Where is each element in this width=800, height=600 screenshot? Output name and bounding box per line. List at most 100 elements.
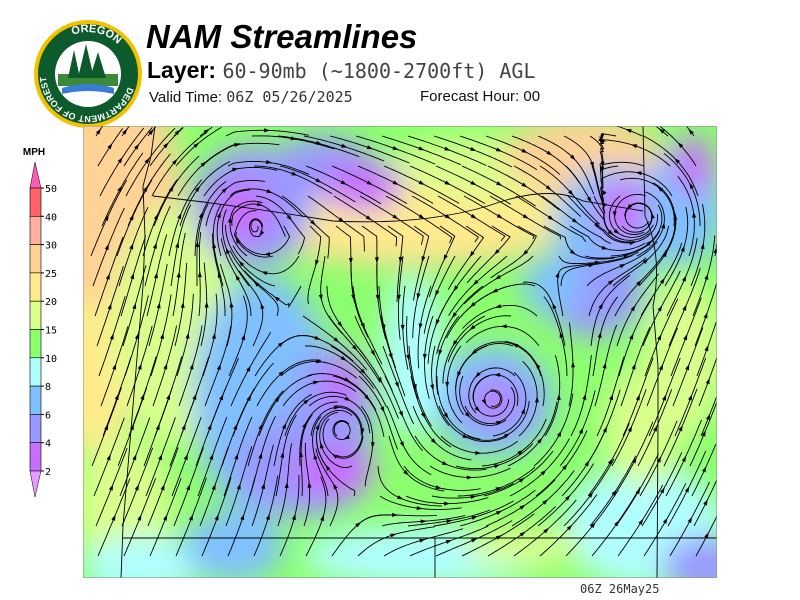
streamline-arrow — [319, 442, 324, 449]
streamline-arrow — [253, 281, 260, 287]
streamline-arrow — [535, 362, 541, 369]
streamline-arrow — [562, 463, 568, 470]
streamline-arrow — [457, 371, 462, 378]
legend-tick-label: 10 — [45, 354, 57, 365]
streamline-arrow — [601, 245, 608, 250]
streamline-arrow — [180, 301, 185, 309]
valid-time: Valid Time: 06Z 05/26/2025 — [149, 88, 353, 106]
streamline-arrow — [556, 430, 562, 437]
wind-speed-region — [663, 536, 717, 578]
streamline-arrow — [658, 128, 665, 134]
streamlines — [90, 126, 717, 557]
wind-speed-region — [293, 446, 373, 496]
streamline-arrow — [264, 252, 271, 257]
streamline-arrow — [211, 483, 216, 491]
streamline-arrow — [680, 245, 685, 252]
streamline-arrow — [130, 272, 135, 280]
streamline-arrow — [332, 483, 338, 490]
streamline-arrow — [660, 487, 665, 494]
streamline-arrow — [495, 420, 503, 425]
streamline-arrow — [597, 331, 602, 339]
streamline-arrow — [662, 394, 667, 401]
streamline-arrow — [430, 384, 435, 391]
streamline-arrow — [137, 514, 142, 521]
streamline-arrow — [629, 333, 634, 340]
streamline-arrow — [613, 228, 620, 234]
legend-tick-label: 50 — [45, 184, 57, 195]
streamline-arrow — [263, 128, 271, 133]
streamline-arrow — [444, 501, 451, 506]
streamline-arrow — [194, 186, 201, 193]
streamline-arrow — [299, 451, 304, 458]
streamline-arrow — [445, 540, 453, 544]
streamline-arrow — [569, 249, 576, 255]
streamline-arrow — [380, 406, 385, 413]
streamline-arrow — [396, 294, 401, 301]
legend-tick-label: 20 — [45, 297, 57, 308]
streamline-arrow — [687, 516, 693, 524]
streamline-arrow — [117, 157, 123, 164]
streamline-arrow — [547, 215, 554, 221]
streamline-arrow — [234, 453, 239, 460]
legend-tick-label: 25 — [45, 269, 57, 280]
legend-swatch — [29, 385, 42, 415]
streamline-arrow — [619, 263, 626, 269]
streamline-arrow — [211, 332, 216, 339]
streamline-arrow — [683, 334, 688, 341]
streamline-arrow — [134, 484, 139, 491]
page-title: NAM Streamlines — [146, 18, 418, 55]
legend-tick-label: 30 — [45, 241, 57, 252]
streamline-arrow — [155, 423, 160, 431]
streamline-arrow — [629, 241, 636, 246]
wind-speed-region — [83, 536, 203, 578]
streamline-arrow — [193, 142, 200, 149]
streamline-arrow — [470, 180, 477, 186]
streamline-arrow — [315, 178, 322, 183]
legend-tick-label: 2 — [45, 467, 51, 478]
streamline-arrow — [360, 428, 365, 435]
streamline-arrow — [95, 128, 101, 135]
streamline-arrow — [388, 353, 393, 360]
streamline-arrow — [160, 484, 165, 491]
streamline-arrow — [412, 384, 417, 391]
streamline-arrow — [291, 171, 298, 176]
streamline-arrow — [545, 185, 552, 191]
streamline-arrow — [144, 157, 150, 164]
streamline-arrow — [238, 260, 245, 267]
streamline-arrow — [469, 324, 476, 331]
streamline-arrow — [632, 457, 637, 464]
streamline-arrow — [313, 380, 320, 385]
streamline-arrow — [519, 504, 526, 510]
streamline-arrow — [590, 522, 596, 529]
streamline-arrow — [600, 161, 605, 168]
streamline-arrow — [589, 161, 594, 168]
streamline-arrow — [134, 333, 139, 340]
streamline-arrow — [416, 506, 423, 511]
wind-speed-region — [673, 136, 713, 196]
streamline-arrow — [422, 353, 427, 361]
streamline-arrow — [435, 485, 442, 490]
streamline-arrow — [543, 527, 550, 534]
streamline-arrow — [216, 363, 221, 371]
forecast-value: 00 — [523, 88, 541, 105]
streamline-map — [83, 126, 717, 578]
streamline-arrow — [704, 345, 709, 352]
streamline-arrow — [400, 324, 405, 331]
streamline-arrow — [704, 532, 709, 539]
streamline-arrow — [109, 333, 114, 340]
streamline-arrow — [689, 182, 694, 190]
streamline-arrow — [129, 243, 134, 250]
streamline-arrow — [451, 312, 457, 319]
streamline-arrow — [555, 271, 560, 278]
streamline-arrow — [494, 249, 500, 255]
streamline-arrow — [471, 516, 478, 520]
streamline-arrow — [444, 214, 451, 219]
streamline-arrow — [673, 213, 678, 220]
streamline-arrow — [310, 219, 316, 226]
legend-swatch — [29, 272, 42, 302]
streamline-arrow — [234, 142, 241, 147]
streamline-arrow — [418, 323, 423, 330]
streamline-arrow — [315, 259, 319, 267]
streamline-arrow — [658, 363, 663, 371]
streamline-arrow — [519, 531, 526, 537]
